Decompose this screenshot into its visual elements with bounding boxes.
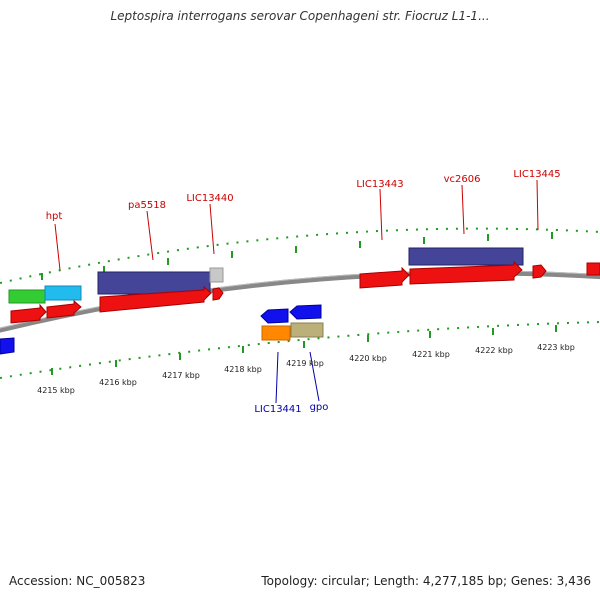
gene-label-lic13441[interactable]: LIC13441 bbox=[254, 404, 301, 415]
forward-gene-labels: hpt pa5518 LIC13440 LIC13443 vc2606 LIC1… bbox=[46, 169, 561, 222]
gene-label-lic13443[interactable]: LIC13443 bbox=[356, 179, 403, 190]
gene-arrow[interactable] bbox=[359, 266, 410, 289]
gene-label-lic13445[interactable]: LIC13445 bbox=[513, 169, 560, 180]
gene-label-hpt[interactable]: hpt bbox=[46, 211, 63, 222]
gene-label-lic13440[interactable]: LIC13440 bbox=[186, 193, 233, 204]
kbp-label: 4222 kbp bbox=[475, 346, 513, 355]
gene-arrow[interactable] bbox=[260, 308, 289, 324]
forward-features-inner bbox=[10, 260, 600, 324]
kbp-label: 4215 kbp bbox=[37, 386, 75, 395]
genome-summary: Topology: circular; Length: 4,277,185 bp… bbox=[261, 574, 591, 588]
gene-arrow[interactable] bbox=[532, 264, 547, 279]
gene-feature[interactable] bbox=[44, 285, 82, 301]
gene-arrow[interactable] bbox=[586, 262, 600, 276]
gene-feature[interactable] bbox=[290, 322, 324, 338]
gene-feature[interactable] bbox=[408, 247, 524, 266]
reverse-leader-lines bbox=[275, 351, 320, 404]
gene-arrow[interactable] bbox=[409, 260, 523, 285]
outer-major-ticks bbox=[41, 232, 553, 280]
gene-arrow[interactable] bbox=[289, 304, 322, 320]
inner-major-ticks bbox=[51, 325, 557, 375]
kbp-label: 4223 kbp bbox=[537, 343, 575, 352]
forward-features-outer bbox=[8, 247, 524, 304]
kbp-label: 4219 kbp bbox=[286, 359, 324, 368]
map-title: Leptospira interrogans serovar Copenhage… bbox=[110, 9, 490, 23]
gene-label-vc2606[interactable]: vc2606 bbox=[444, 174, 481, 185]
forward-leader-lines bbox=[54, 179, 539, 271]
gene-arrow[interactable] bbox=[0, 337, 15, 355]
accession-label: Accession: NC_005823 bbox=[9, 574, 146, 588]
gene-arrow[interactable] bbox=[99, 285, 212, 313]
kbp-label: 4217 kbp bbox=[162, 371, 200, 380]
gene-feature[interactable] bbox=[209, 267, 224, 283]
gene-arrow[interactable] bbox=[10, 303, 47, 324]
gene-label-pa5518[interactable]: pa5518 bbox=[128, 200, 166, 211]
kbp-labels: 4215 kbp 4216 kbp 4217 kbp 4218 kbp 4219… bbox=[37, 343, 575, 395]
kbp-label: 4218 kbp bbox=[224, 365, 262, 374]
gene-feature[interactable] bbox=[261, 325, 291, 341]
reverse-features bbox=[0, 304, 324, 355]
kbp-label: 4221 kbp bbox=[412, 350, 450, 359]
gene-arrow[interactable] bbox=[212, 287, 224, 301]
gene-label-gpo[interactable]: gpo bbox=[310, 402, 329, 413]
gene-arrow[interactable] bbox=[46, 299, 82, 319]
kbp-label: 4216 kbp bbox=[99, 378, 137, 387]
reverse-gene-labels: LIC13441 gpo bbox=[254, 402, 328, 415]
gene-feature[interactable] bbox=[8, 289, 46, 304]
outer-tick-ring bbox=[0, 227, 600, 284]
kbp-label: 4220 kbp bbox=[349, 354, 387, 363]
